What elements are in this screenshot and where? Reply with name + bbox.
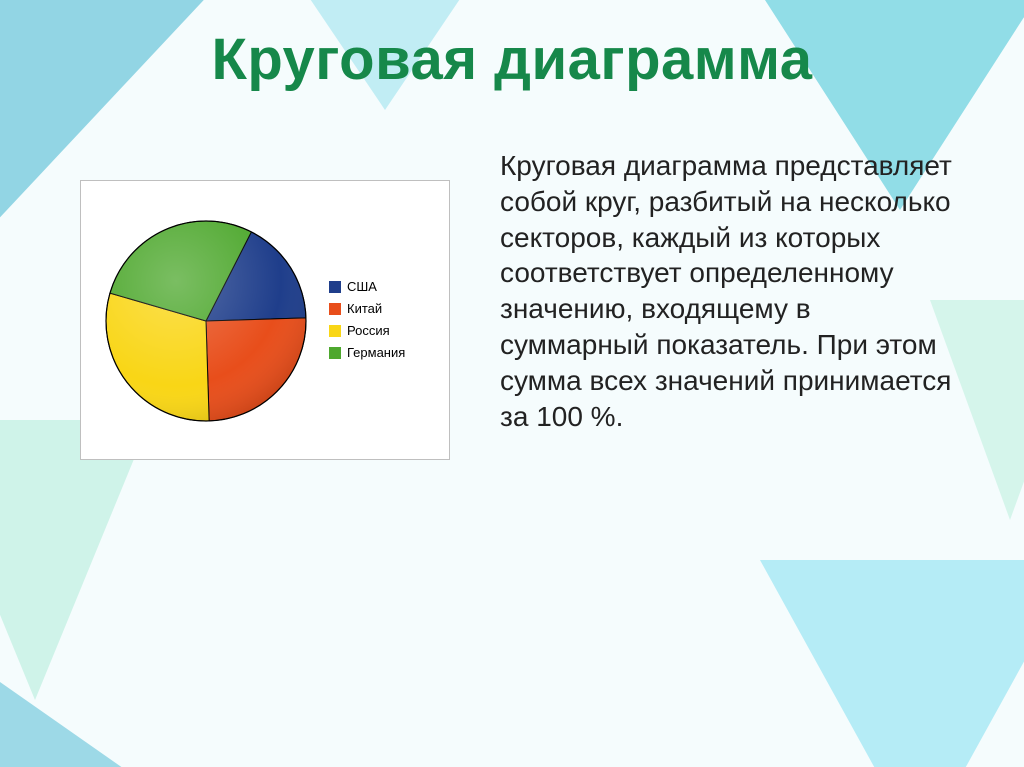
slide-title: Круговая диаграмма — [0, 26, 1024, 93]
pie-slice — [206, 318, 306, 421]
description-text: Круговая диаграмма представляет собой кр… — [500, 148, 960, 435]
legend-label: США — [347, 276, 377, 298]
legend-swatch — [329, 347, 341, 359]
legend-item: Германия — [329, 342, 405, 364]
legend-label: Германия — [347, 342, 405, 364]
pie-chart — [101, 216, 311, 426]
pie-chart-container: СШАКитайРоссияГермания — [80, 180, 450, 460]
legend-swatch — [329, 303, 341, 315]
legend-label: Китай — [347, 298, 382, 320]
legend-item: Россия — [329, 320, 405, 342]
legend-swatch — [329, 281, 341, 293]
chart-legend: СШАКитайРоссияГермания — [329, 276, 405, 364]
legend-item: Китай — [329, 298, 405, 320]
legend-label: Россия — [347, 320, 390, 342]
legend-swatch — [329, 325, 341, 337]
legend-item: США — [329, 276, 405, 298]
